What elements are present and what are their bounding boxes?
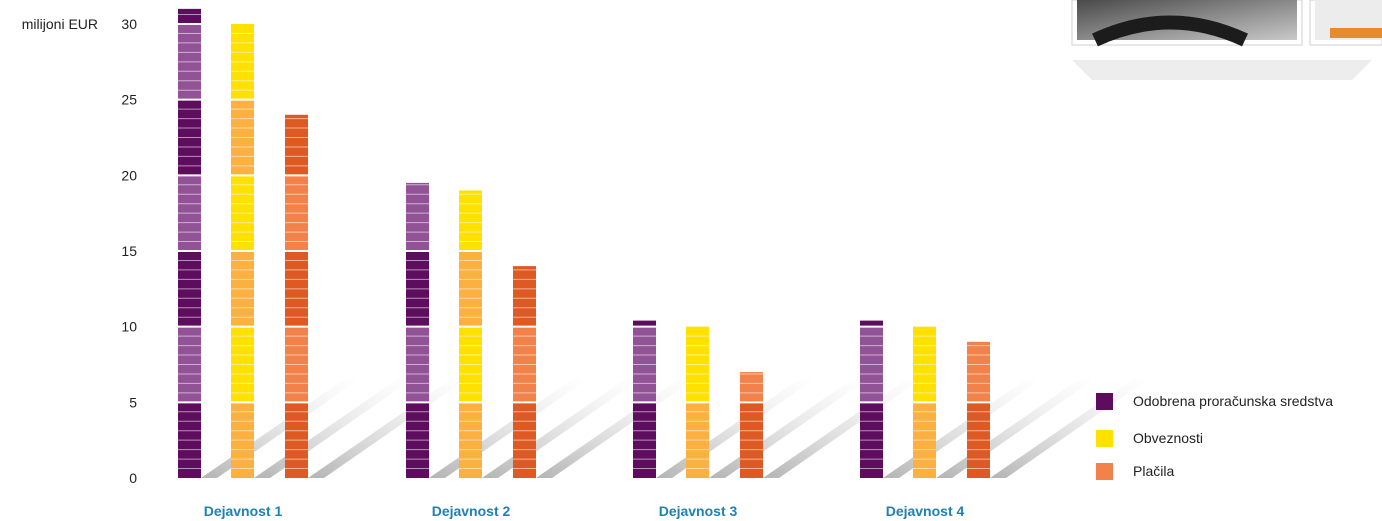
bar — [967, 341, 990, 478]
bar-shadows — [201, 378, 1150, 478]
x-axis-categories: Dejavnost 1 Dejavnost 2 Dejavnost 3 Dejavno… — [204, 503, 965, 519]
bar-segment — [513, 266, 536, 327]
bar — [740, 372, 763, 478]
legend-label: Odobrena proračunska sredstva — [1133, 393, 1333, 409]
decorative-photos — [1071, 0, 1382, 80]
x-category-label: Dejavnost 4 — [886, 503, 965, 519]
y-tick-label: 10 — [121, 319, 137, 335]
y-axis-unit-label: milijoni EUR — [22, 16, 98, 32]
x-category-label: Dejavnost 1 — [204, 503, 283, 519]
bar-segment — [406, 182, 429, 251]
bar-segment — [967, 341, 990, 403]
bar-segment — [633, 320, 656, 327]
y-tick-label: 0 — [129, 470, 137, 486]
y-tick-label: 30 — [121, 16, 137, 32]
x-category-label: Dejavnost 2 — [432, 503, 511, 519]
legend-swatch — [1096, 463, 1113, 480]
x-category-label: Dejavnost 3 — [659, 503, 738, 519]
legend-swatch — [1096, 430, 1113, 447]
bar — [459, 190, 482, 478]
bar — [406, 182, 429, 478]
y-tick-label: 5 — [129, 394, 137, 410]
legend: Odobrena proračunska sredstva Obveznosti P… — [1096, 393, 1333, 480]
bar-segment — [459, 190, 482, 251]
y-tick-label: 15 — [121, 243, 137, 259]
y-tick-label: 25 — [121, 92, 137, 108]
bar — [913, 326, 936, 478]
y-axis: 0 5 10 15 20 25 30 milijoni EUR — [22, 16, 137, 486]
bar — [285, 114, 308, 478]
legend-label: Obveznosti — [1133, 430, 1203, 446]
bar — [178, 8, 201, 478]
legend-swatch — [1096, 393, 1113, 410]
y-tick-label: 20 — [121, 167, 137, 183]
bar-segment — [178, 8, 201, 24]
bars — [178, 8, 990, 478]
bar-segment — [860, 320, 883, 327]
bar-segment — [740, 372, 763, 403]
bar — [231, 24, 254, 478]
legend-label: Plačila — [1133, 463, 1174, 479]
bar — [686, 326, 709, 478]
bar-segment — [285, 114, 308, 176]
bar — [633, 320, 656, 478]
bar — [513, 266, 536, 478]
bar — [860, 320, 883, 478]
